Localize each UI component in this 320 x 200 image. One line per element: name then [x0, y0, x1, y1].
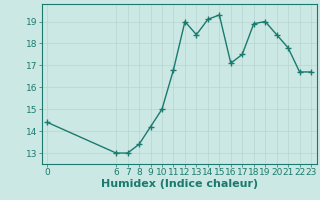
X-axis label: Humidex (Indice chaleur): Humidex (Indice chaleur) — [100, 179, 258, 189]
